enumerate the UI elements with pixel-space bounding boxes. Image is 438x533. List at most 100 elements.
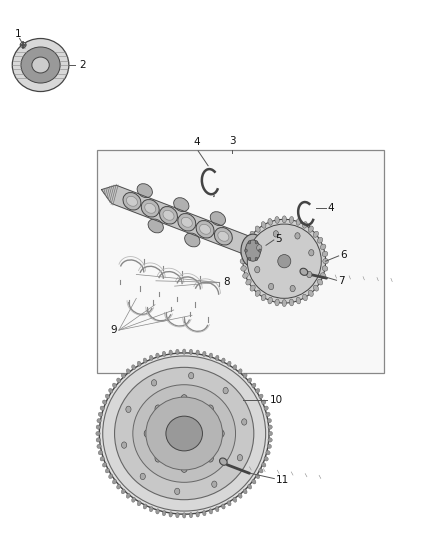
Ellipse shape (99, 353, 269, 514)
Ellipse shape (149, 506, 153, 512)
Circle shape (207, 405, 213, 413)
Ellipse shape (173, 198, 189, 212)
Text: 4: 4 (328, 203, 335, 213)
Circle shape (121, 442, 127, 448)
Text: 3: 3 (229, 136, 235, 146)
Ellipse shape (282, 216, 286, 223)
Ellipse shape (255, 290, 260, 296)
Circle shape (218, 430, 224, 437)
Ellipse shape (105, 394, 110, 399)
Circle shape (295, 233, 300, 239)
Ellipse shape (308, 290, 313, 296)
Ellipse shape (233, 365, 237, 370)
Ellipse shape (21, 47, 60, 83)
Ellipse shape (100, 457, 104, 461)
Text: 7: 7 (338, 276, 344, 286)
Circle shape (155, 455, 161, 462)
Ellipse shape (102, 356, 266, 511)
Ellipse shape (176, 513, 179, 518)
Ellipse shape (209, 509, 212, 514)
Ellipse shape (169, 512, 173, 517)
Ellipse shape (126, 369, 130, 374)
Ellipse shape (149, 356, 153, 360)
Ellipse shape (289, 216, 293, 223)
Ellipse shape (219, 458, 227, 465)
Ellipse shape (189, 513, 193, 518)
Ellipse shape (250, 231, 255, 237)
Ellipse shape (132, 497, 135, 502)
Circle shape (254, 266, 260, 273)
Ellipse shape (323, 259, 328, 264)
Ellipse shape (109, 474, 113, 479)
Ellipse shape (296, 297, 300, 304)
Ellipse shape (241, 251, 247, 256)
Circle shape (307, 271, 312, 278)
Ellipse shape (215, 506, 219, 512)
Ellipse shape (218, 231, 229, 241)
Ellipse shape (227, 361, 231, 366)
Text: 8: 8 (223, 277, 230, 287)
Ellipse shape (247, 224, 321, 298)
Ellipse shape (98, 412, 102, 417)
Circle shape (255, 257, 258, 261)
Ellipse shape (261, 294, 266, 301)
Ellipse shape (268, 219, 272, 225)
Ellipse shape (20, 42, 26, 47)
Ellipse shape (266, 412, 270, 417)
Ellipse shape (268, 438, 272, 442)
Circle shape (257, 245, 262, 251)
Ellipse shape (102, 463, 107, 467)
Ellipse shape (313, 285, 318, 291)
Circle shape (175, 488, 180, 495)
Circle shape (255, 241, 258, 244)
Ellipse shape (178, 214, 196, 231)
Ellipse shape (202, 351, 206, 357)
Ellipse shape (300, 268, 308, 276)
Circle shape (258, 249, 261, 252)
Ellipse shape (227, 501, 231, 506)
Circle shape (181, 465, 187, 472)
Ellipse shape (97, 418, 101, 423)
Ellipse shape (246, 237, 251, 243)
Ellipse shape (261, 222, 266, 228)
Ellipse shape (320, 244, 326, 249)
Ellipse shape (264, 457, 268, 461)
Ellipse shape (240, 259, 246, 264)
Ellipse shape (322, 266, 328, 271)
Ellipse shape (268, 425, 272, 429)
Ellipse shape (241, 266, 247, 271)
Text: 6: 6 (340, 250, 347, 260)
Ellipse shape (320, 273, 326, 278)
Ellipse shape (196, 512, 199, 517)
Ellipse shape (183, 349, 186, 354)
Ellipse shape (267, 444, 272, 448)
Ellipse shape (113, 479, 117, 484)
Ellipse shape (200, 224, 211, 235)
Ellipse shape (259, 469, 263, 473)
Circle shape (188, 373, 194, 379)
Ellipse shape (259, 394, 263, 399)
Ellipse shape (278, 255, 291, 268)
Circle shape (237, 455, 243, 461)
Ellipse shape (222, 358, 225, 363)
Ellipse shape (113, 383, 117, 387)
Ellipse shape (210, 212, 226, 225)
Circle shape (290, 285, 295, 292)
Ellipse shape (248, 484, 252, 489)
Ellipse shape (250, 285, 255, 291)
Circle shape (248, 257, 251, 261)
Ellipse shape (166, 416, 202, 451)
Ellipse shape (127, 196, 138, 206)
Ellipse shape (162, 511, 166, 516)
Ellipse shape (252, 383, 256, 387)
Ellipse shape (264, 406, 268, 410)
Ellipse shape (143, 504, 147, 509)
Circle shape (268, 284, 274, 290)
Ellipse shape (148, 219, 163, 233)
Circle shape (248, 241, 251, 244)
Ellipse shape (115, 367, 254, 500)
Ellipse shape (243, 244, 248, 249)
Ellipse shape (105, 469, 110, 473)
Ellipse shape (268, 297, 272, 304)
Ellipse shape (303, 222, 307, 228)
